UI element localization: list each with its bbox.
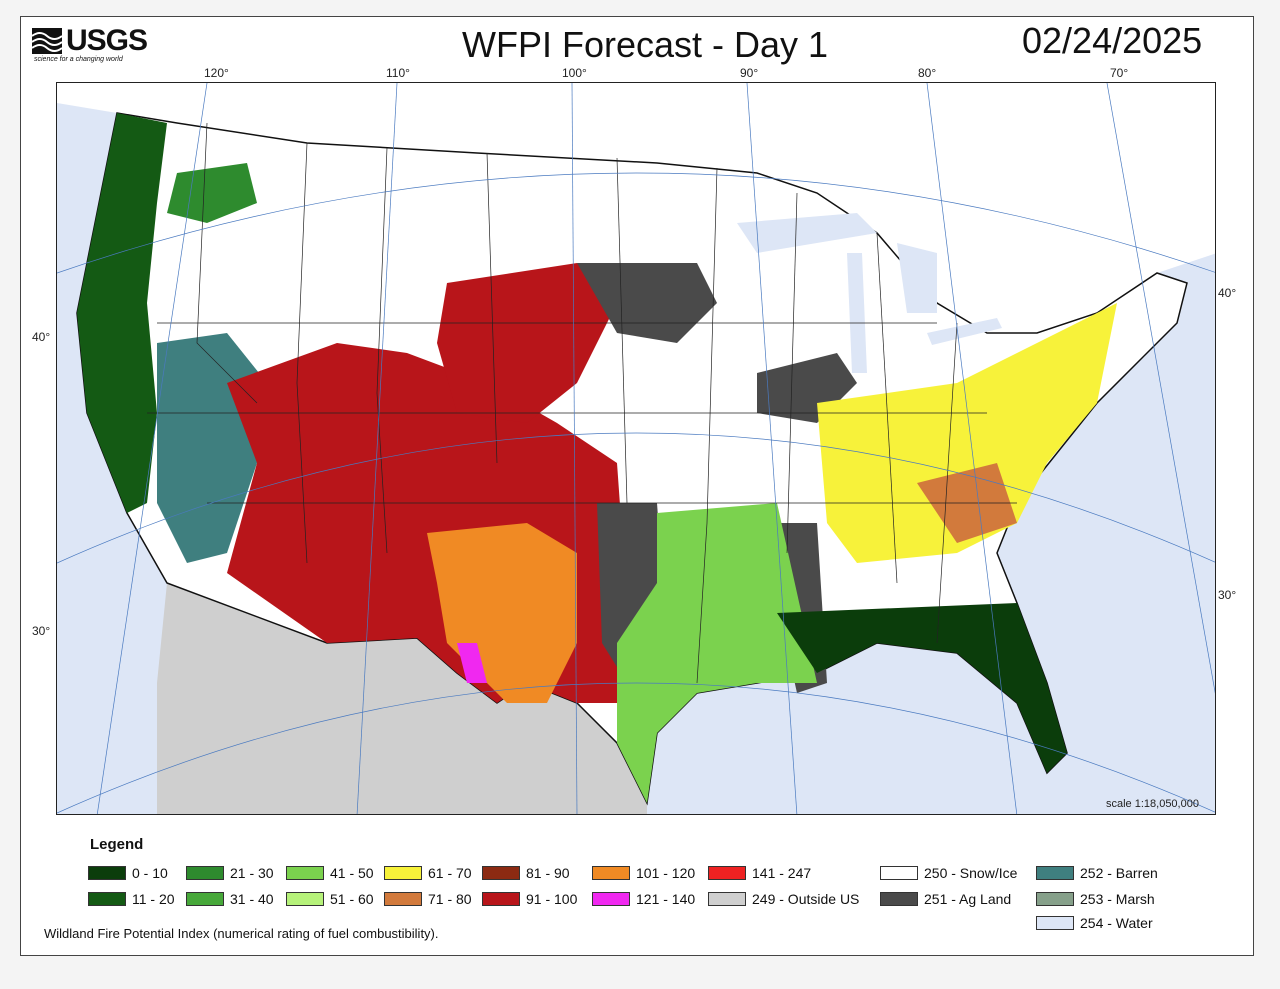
- legend-label: 51 - 60: [330, 891, 374, 907]
- legend-label: 41 - 50: [330, 865, 374, 881]
- legend-swatch: [88, 866, 126, 880]
- legend-item: 91 - 100: [482, 890, 577, 908]
- lake-michigan: [847, 253, 867, 373]
- legend-item: 31 - 40: [186, 890, 274, 908]
- longitude-label: 100°: [562, 66, 587, 80]
- map-canvas: [57, 83, 1215, 814]
- gulf-coast-darkgreen: [777, 603, 1067, 773]
- lake-superior: [737, 213, 877, 253]
- legend-item: 71 - 80: [384, 890, 472, 908]
- legend-item: 11 - 20: [88, 890, 175, 908]
- legend-item: 121 - 140: [592, 890, 695, 908]
- legend-label: 81 - 90: [526, 865, 570, 881]
- map-scale: scale 1:18,050,000: [1106, 798, 1199, 810]
- legend-label: 21 - 30: [230, 865, 274, 881]
- legend-item: 252 - Barren: [1036, 864, 1158, 882]
- legend-swatch: [708, 866, 746, 880]
- legend: 0 - 10 11 - 20 21 - 30 31 - 40 41 - 50 5…: [88, 864, 1208, 934]
- legend-label: 31 - 40: [230, 891, 274, 907]
- legend-item: 21 - 30: [186, 864, 274, 882]
- legend-item: 81 - 90: [482, 864, 570, 882]
- legend-swatch: [186, 892, 224, 906]
- longitude-label: 90°: [740, 66, 759, 80]
- legend-label: 91 - 100: [526, 891, 578, 907]
- latitude-label-left: 30°: [32, 624, 51, 638]
- legend-label: 141 - 247: [752, 865, 812, 881]
- legend-swatch: [880, 866, 918, 880]
- legend-label: 252 - Barren: [1080, 865, 1158, 881]
- latitude-label-right: 40°: [1218, 286, 1237, 300]
- legend-item: 101 - 120: [592, 864, 695, 882]
- legend-label: 253 - Marsh: [1080, 891, 1155, 907]
- legend-item: 251 - Ag Land: [880, 890, 1011, 908]
- latitude-label-left: 40°: [32, 330, 51, 344]
- plains-red: [437, 263, 617, 423]
- map-footnote: Wildland Fire Potential Index (numerical…: [44, 926, 439, 941]
- usgs-logo: USGS science for a changing world: [32, 24, 152, 66]
- legend-swatch: [1036, 892, 1074, 906]
- legend-item: 0 - 10: [88, 864, 168, 882]
- legend-swatch: [880, 892, 918, 906]
- logo-text: USGS: [66, 24, 148, 57]
- legend-swatch: [88, 892, 126, 906]
- legend-swatch: [286, 866, 324, 880]
- legend-swatch: [708, 892, 746, 906]
- usgs-wave-icon: [32, 28, 62, 54]
- mexico-region: [157, 583, 647, 814]
- legend-swatch: [482, 866, 520, 880]
- legend-swatch: [1036, 916, 1074, 930]
- legend-swatch: [592, 892, 630, 906]
- legend-item: 141 - 247: [708, 864, 811, 882]
- legend-label: 254 - Water: [1080, 915, 1153, 931]
- legend-swatch: [384, 866, 422, 880]
- legend-label: 71 - 80: [428, 891, 472, 907]
- legend-label: 61 - 70: [428, 865, 472, 881]
- lake-huron: [897, 243, 937, 313]
- legend-swatch: [592, 866, 630, 880]
- legend-swatch: [186, 866, 224, 880]
- legend-title: Legend: [90, 836, 144, 853]
- logo-tagline: science for a changing world: [34, 56, 123, 63]
- legend-item: 254 - Water: [1036, 914, 1153, 932]
- latitude-label-right: 30°: [1218, 588, 1237, 602]
- legend-label: 11 - 20: [132, 891, 175, 907]
- legend-label: 249 - Outside US: [752, 891, 860, 907]
- lake-erie: [927, 318, 1002, 345]
- longitude-label: 70°: [1110, 66, 1129, 80]
- state-boundaries: [147, 122, 1017, 684]
- forecast-date: 02/24/2025: [1022, 20, 1203, 61]
- map-title: WFPI Forecast - Day 1: [462, 24, 829, 65]
- legend-item: 249 - Outside US: [708, 890, 859, 908]
- legend-swatch: [384, 892, 422, 906]
- legend-label: 251 - Ag Land: [924, 891, 1012, 907]
- legend-item: 250 - Snow/Ice: [880, 864, 1017, 882]
- legend-swatch: [482, 892, 520, 906]
- legend-label: 121 - 140: [636, 891, 696, 907]
- southeast-green: [617, 503, 817, 803]
- wfpi-map: [56, 82, 1216, 815]
- legend-item: 61 - 70: [384, 864, 472, 882]
- idaho-green: [167, 163, 257, 223]
- pacific-northwest-green: [77, 113, 167, 513]
- legend-label: 0 - 10: [132, 865, 168, 881]
- legend-item: 51 - 60: [286, 890, 374, 908]
- texas-magenta: [457, 643, 487, 683]
- legend-label: 101 - 120: [636, 865, 696, 881]
- legend-item: 41 - 50: [286, 864, 374, 882]
- legend-label: 250 - Snow/Ice: [924, 865, 1018, 881]
- longitude-label: 120°: [204, 66, 229, 80]
- legend-swatch: [1036, 866, 1074, 880]
- graticule: [57, 83, 1215, 814]
- longitude-label: 110°: [386, 66, 410, 80]
- legend-item: 253 - Marsh: [1036, 890, 1155, 908]
- longitude-label: 80°: [918, 66, 937, 80]
- legend-swatch: [286, 892, 324, 906]
